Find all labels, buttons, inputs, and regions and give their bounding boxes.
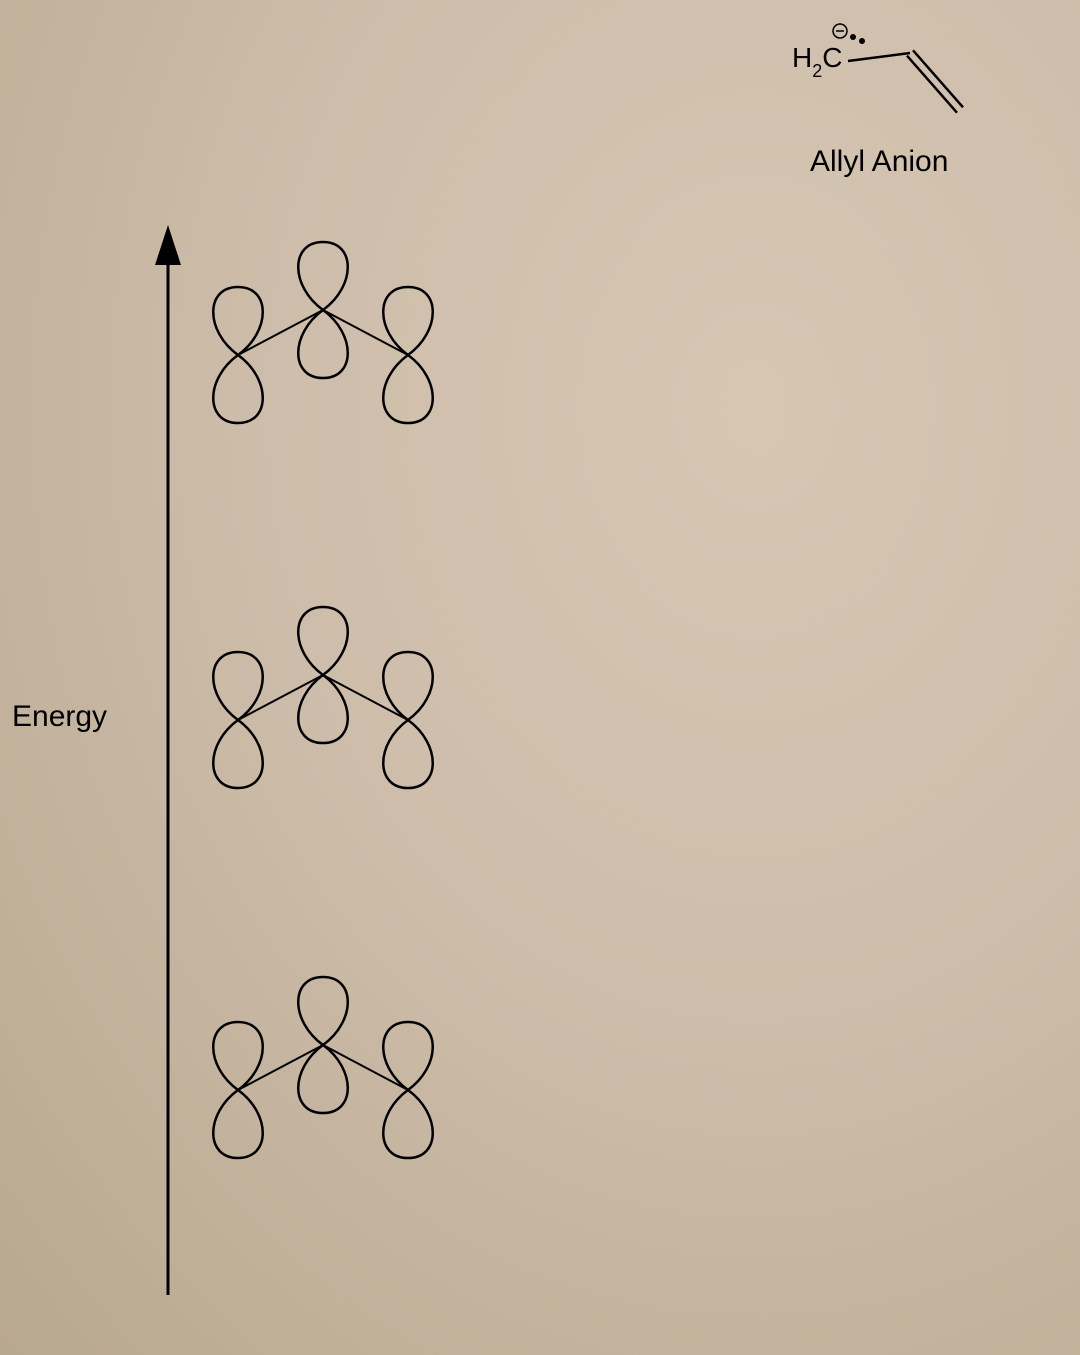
orbital-bond <box>238 675 323 720</box>
p-orbital-lobe <box>383 720 433 788</box>
diagram-svg: H2C <box>0 0 1080 1355</box>
bond-double-b <box>913 50 963 107</box>
p-orbital-lobe <box>298 607 348 675</box>
p-orbital-lobe <box>213 1090 263 1158</box>
orbital-bond <box>323 1045 408 1090</box>
p-orbital-lobe <box>383 1090 433 1158</box>
orbital-bond <box>323 675 408 720</box>
lone-pair-dot <box>859 38 865 44</box>
orbital-bond <box>238 1045 323 1090</box>
molecule-name-label: Allyl Anion <box>810 145 948 179</box>
p-orbital-lobe <box>213 720 263 788</box>
energy-axis-arrowhead <box>155 225 181 265</box>
bond-double-a <box>907 56 957 113</box>
energy-axis-label: Energy <box>12 700 107 734</box>
orbital-bond <box>323 310 408 355</box>
lone-pair-dot <box>850 34 856 40</box>
p-orbital-lobe <box>298 242 348 310</box>
p-orbital-lobe <box>383 355 433 423</box>
orbital-bond <box>238 310 323 355</box>
bond-single <box>848 53 910 61</box>
p-orbital-lobe <box>298 977 348 1045</box>
allyl-anion-structure: H2C <box>792 24 963 113</box>
p-orbital-lobe <box>213 355 263 423</box>
formula-text: H2C <box>792 42 842 81</box>
